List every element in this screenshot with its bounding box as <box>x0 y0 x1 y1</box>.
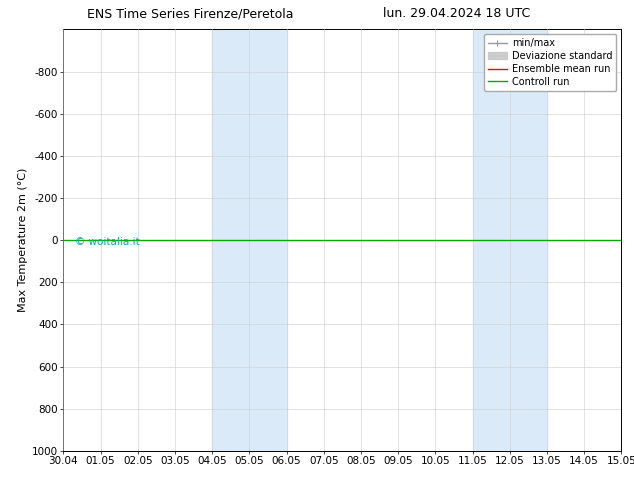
Bar <box>472 29 547 451</box>
Text: © woitalia.it: © woitalia.it <box>75 237 139 247</box>
Text: ENS Time Series Firenze/Peretola: ENS Time Series Firenze/Peretola <box>87 7 294 21</box>
Y-axis label: Max Temperature 2m (°C): Max Temperature 2m (°C) <box>18 168 27 312</box>
Text: lun. 29.04.2024 18 UTC: lun. 29.04.2024 18 UTC <box>383 7 530 21</box>
Bar <box>212 29 287 451</box>
Legend: min/max, Deviazione standard, Ensemble mean run, Controll run: min/max, Deviazione standard, Ensemble m… <box>484 34 616 91</box>
